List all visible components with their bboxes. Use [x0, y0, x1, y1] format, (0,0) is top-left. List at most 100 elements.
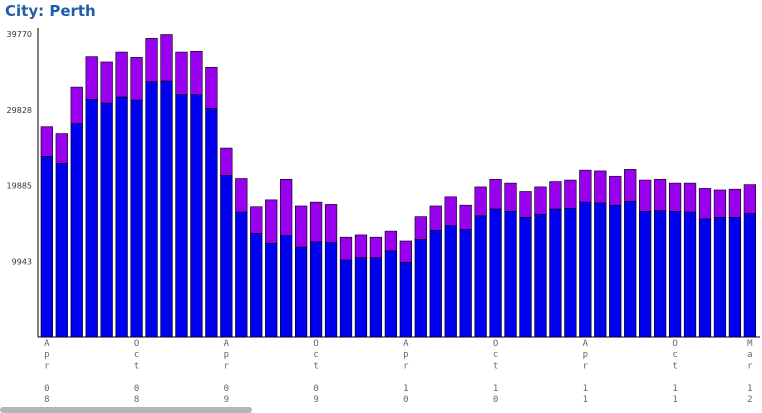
bar-series-2-30: [489, 178, 502, 210]
bar-series-1-27: [444, 225, 457, 338]
bar-series-1-21: [354, 257, 368, 338]
bar-series-1-44: [698, 218, 712, 338]
bar-series-2-20: [339, 236, 353, 261]
bar-series-1-45: [713, 217, 727, 338]
bar-series-2-28: [459, 204, 472, 230]
bar-series-1-0: [40, 156, 53, 338]
bar-series-1-36: [579, 201, 592, 338]
bar-series-2-37: [594, 170, 607, 204]
bar-series-2-23: [384, 230, 398, 252]
bar-series-1-32: [519, 217, 532, 338]
bar-series-1-4: [100, 102, 113, 338]
y-tick-label-1: 19885: [7, 182, 32, 191]
bar-series-2-44: [698, 188, 712, 220]
bar-series-2-39: [624, 169, 637, 202]
bar-series-1-28: [459, 229, 472, 338]
bar-series-2-45: [713, 189, 727, 218]
bar-series-2-19: [324, 204, 338, 243]
bar-series-1-38: [609, 204, 622, 338]
bar-series-1-10: [190, 94, 203, 338]
bar-series-1-5: [115, 96, 128, 338]
bar-series-1-34: [549, 208, 562, 338]
bar-series-1-8: [160, 80, 173, 338]
horizontal-scrollbar[interactable]: [0, 407, 252, 413]
bar-series-2-1: [55, 133, 68, 164]
bars: [40, 34, 757, 338]
bar-series-2-6: [130, 57, 143, 101]
bar-series-2-14: [250, 206, 263, 234]
bar-series-2-33: [534, 186, 547, 215]
bar-series-1-23: [384, 250, 398, 338]
bar-series-1-33: [534, 214, 547, 338]
bar-series-2-3: [85, 56, 98, 100]
bar-series-2-31: [504, 182, 517, 212]
bar-series-2-2: [70, 86, 83, 124]
bar-series-1-42: [668, 210, 682, 338]
bar-series-1-3: [85, 98, 98, 338]
bar-series-2-8: [160, 34, 173, 82]
bar-series-2-26: [429, 205, 442, 231]
bar-series-2-15: [265, 199, 278, 244]
bar-series-2-36: [579, 169, 592, 203]
bar-series-2-25: [414, 216, 427, 240]
y-tick-label-3: 39770: [7, 30, 32, 39]
bar-series-1-17: [294, 246, 308, 338]
bar-series-2-12: [220, 147, 233, 176]
bar-series-1-25: [414, 239, 427, 338]
bar-series-1-18: [309, 241, 323, 338]
bar-series-2-41: [653, 178, 667, 211]
bar-series-2-9: [175, 51, 188, 96]
bar-series-1-40: [639, 210, 652, 338]
bar-series-2-47: [743, 184, 757, 214]
bar-series-1-41: [653, 210, 667, 338]
bar-series-2-29: [474, 186, 487, 217]
bar-series-2-32: [519, 191, 532, 218]
bar-series-2-17: [294, 205, 308, 248]
bar-series-2-38: [609, 175, 622, 206]
bar-series-2-35: [564, 179, 577, 209]
bar-series-1-19: [324, 242, 338, 338]
bar-series-2-18: [309, 201, 323, 243]
bar-series-2-21: [354, 234, 368, 259]
bar-series-1-39: [624, 201, 637, 338]
bar-series-1-43: [683, 211, 697, 338]
bar-series-1-35: [564, 207, 577, 338]
bar-series-2-34: [549, 181, 562, 210]
bar-series-2-27: [444, 196, 457, 227]
bar-series-1-22: [369, 257, 383, 338]
bar-series-2-0: [40, 126, 53, 157]
bar-series-2-22: [369, 236, 383, 259]
bar-series-2-46: [728, 188, 742, 218]
bar-series-1-24: [399, 262, 412, 338]
bar-series-1-26: [429, 230, 442, 338]
y-tick-label-2: 29828: [7, 106, 32, 115]
bar-series-1-9: [175, 94, 188, 338]
bar-series-2-24: [399, 240, 412, 263]
bar-series-1-15: [265, 242, 278, 338]
bar-series-1-30: [489, 208, 502, 338]
bar-series-2-40: [639, 179, 652, 212]
bar-series-1-1: [55, 162, 68, 338]
bar-series-1-12: [220, 175, 233, 338]
bar-series-1-7: [145, 81, 158, 338]
bar-series-1-46: [728, 217, 742, 338]
bar-series-1-13: [235, 211, 248, 338]
bar-series-1-11: [205, 108, 218, 338]
bar-series-2-7: [145, 38, 158, 83]
bar-series-1-47: [743, 213, 757, 338]
bar-series-2-10: [190, 50, 203, 96]
bar-series-1-14: [250, 233, 263, 338]
bar-series-2-5: [115, 51, 128, 98]
y-tick-labels: 9943 19885 29828 39770: [7, 30, 32, 266]
bar-series-1-29: [474, 215, 487, 338]
chart-title: City: Perth: [5, 2, 96, 20]
